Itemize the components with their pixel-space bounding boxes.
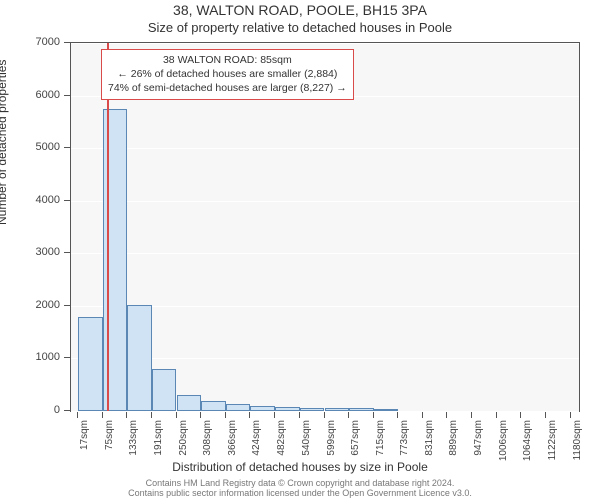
x-tick-label: 133sqm bbox=[128, 420, 139, 480]
x-tick-label: 1180sqm bbox=[572, 420, 583, 480]
x-tick-label: 773sqm bbox=[399, 420, 410, 480]
histogram-bar bbox=[152, 369, 177, 411]
x-tick-label: 17sqm bbox=[79, 420, 90, 480]
histogram-bar bbox=[127, 305, 152, 411]
x-tick-mark bbox=[545, 412, 546, 418]
x-tick-mark bbox=[151, 412, 152, 418]
x-tick-mark bbox=[520, 412, 521, 418]
x-tick-label: 947sqm bbox=[473, 420, 484, 480]
y-tick-label: 5000 bbox=[0, 141, 60, 153]
x-tick-mark bbox=[299, 412, 300, 418]
x-tick-label: 424sqm bbox=[251, 420, 262, 480]
footer-attribution: Contains HM Land Registry data © Crown c… bbox=[0, 478, 600, 499]
x-tick-label: 540sqm bbox=[301, 420, 312, 480]
x-tick-mark bbox=[348, 412, 349, 418]
annotation-line1: 38 WALTON ROAD: 85sqm bbox=[108, 53, 347, 67]
gridline bbox=[71, 411, 579, 412]
x-tick-label: 657sqm bbox=[350, 420, 361, 480]
x-tick-label: 889sqm bbox=[448, 420, 459, 480]
histogram-bar bbox=[177, 395, 202, 411]
y-tick-mark bbox=[64, 95, 70, 96]
y-tick-label: 7000 bbox=[0, 36, 60, 48]
x-tick-mark bbox=[496, 412, 497, 418]
y-tick-label: 4000 bbox=[0, 194, 60, 206]
histogram-bar bbox=[250, 406, 275, 411]
y-tick-mark bbox=[64, 410, 70, 411]
y-tick-mark bbox=[64, 42, 70, 43]
histogram-bar bbox=[78, 317, 103, 411]
x-tick-mark bbox=[225, 412, 226, 418]
x-tick-mark bbox=[446, 412, 447, 418]
x-tick-label: 599sqm bbox=[326, 420, 337, 480]
x-tick-mark bbox=[397, 412, 398, 418]
gridline bbox=[71, 148, 579, 149]
histogram-bar bbox=[226, 404, 251, 411]
x-tick-mark bbox=[422, 412, 423, 418]
x-tick-label: 482sqm bbox=[276, 420, 287, 480]
y-tick-mark bbox=[64, 200, 70, 201]
x-tick-mark bbox=[102, 412, 103, 418]
x-tick-mark bbox=[249, 412, 250, 418]
histogram-bar bbox=[275, 407, 300, 411]
y-tick-label: 2000 bbox=[0, 299, 60, 311]
x-tick-label: 831sqm bbox=[424, 420, 435, 480]
y-tick-label: 6000 bbox=[0, 89, 60, 101]
chart-title-address: 38, WALTON ROAD, POOLE, BH15 3PA bbox=[0, 2, 600, 18]
x-tick-label: 191sqm bbox=[153, 420, 164, 480]
y-tick-label: 3000 bbox=[0, 246, 60, 258]
chart-title-subtitle: Size of property relative to detached ho… bbox=[0, 20, 600, 35]
gridline bbox=[71, 201, 579, 202]
marker-annotation: 38 WALTON ROAD: 85sqm ← 26% of detached … bbox=[101, 49, 354, 100]
x-tick-label: 1064sqm bbox=[522, 420, 533, 480]
histogram-bar bbox=[325, 408, 350, 411]
histogram-bar bbox=[201, 401, 226, 411]
footer-line1: Contains HM Land Registry data © Crown c… bbox=[0, 478, 600, 488]
x-tick-label: 1006sqm bbox=[498, 420, 509, 480]
y-tick-mark bbox=[64, 252, 70, 253]
x-tick-label: 715sqm bbox=[375, 420, 386, 480]
x-tick-mark bbox=[126, 412, 127, 418]
y-tick-label: 0 bbox=[0, 404, 60, 416]
x-tick-mark bbox=[274, 412, 275, 418]
x-tick-mark bbox=[471, 412, 472, 418]
x-axis-label: Distribution of detached houses by size … bbox=[0, 460, 600, 474]
x-tick-mark bbox=[570, 412, 571, 418]
x-tick-mark bbox=[373, 412, 374, 418]
x-tick-mark bbox=[176, 412, 177, 418]
histogram-bar bbox=[374, 409, 399, 411]
histogram-bar bbox=[349, 408, 374, 411]
y-tick-mark bbox=[64, 147, 70, 148]
annotation-line3: 74% of semi-detached houses are larger (… bbox=[108, 81, 347, 95]
y-tick-label: 1000 bbox=[0, 351, 60, 363]
x-tick-mark bbox=[324, 412, 325, 418]
x-tick-mark bbox=[77, 412, 78, 418]
x-tick-label: 308sqm bbox=[202, 420, 213, 480]
x-tick-label: 366sqm bbox=[227, 420, 238, 480]
histogram-bar bbox=[300, 408, 325, 411]
footer-line2: Contains public sector information licen… bbox=[0, 488, 600, 498]
gridline bbox=[71, 43, 579, 44]
plot-area: 38 WALTON ROAD: 85sqm ← 26% of detached … bbox=[70, 42, 580, 412]
x-tick-label: 75sqm bbox=[104, 420, 115, 480]
x-tick-label: 1122sqm bbox=[547, 420, 558, 480]
y-tick-mark bbox=[64, 357, 70, 358]
x-tick-mark bbox=[200, 412, 201, 418]
x-tick-label: 250sqm bbox=[178, 420, 189, 480]
annotation-line2: ← 26% of detached houses are smaller (2,… bbox=[108, 67, 347, 81]
gridline bbox=[71, 253, 579, 254]
y-tick-mark bbox=[64, 305, 70, 306]
